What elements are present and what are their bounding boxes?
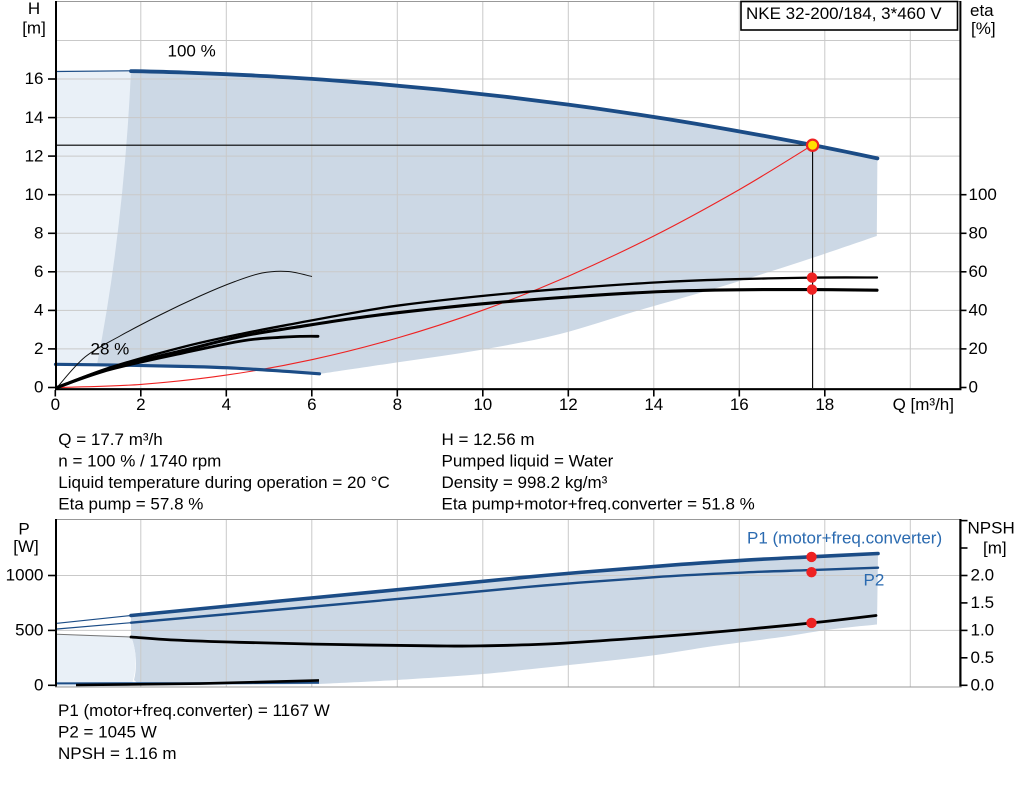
svg-text:500: 500 — [15, 621, 43, 640]
svg-text:4: 4 — [34, 301, 43, 320]
svg-text:2.0: 2.0 — [971, 566, 995, 585]
svg-text:100 %: 100 % — [168, 42, 216, 61]
svg-text:18: 18 — [815, 395, 834, 414]
svg-text:P2 = 1045 W: P2 = 1045 W — [58, 723, 157, 742]
svg-text:Q [m³/h]: Q [m³/h] — [893, 395, 954, 414]
svg-text:[m]: [m] — [22, 19, 46, 38]
svg-text:[m]: [m] — [983, 539, 1007, 558]
svg-text:6: 6 — [307, 395, 316, 414]
svg-text:NPSH: NPSH — [968, 518, 1015, 537]
svg-text:6: 6 — [34, 262, 43, 281]
svg-text:Eta pump = 57.8 %: Eta pump = 57.8 % — [58, 494, 203, 513]
svg-text:eta: eta — [970, 1, 994, 20]
svg-text:14: 14 — [25, 108, 44, 127]
svg-text:Pumped liquid = Water: Pumped liquid = Water — [442, 451, 614, 470]
svg-text:1.5: 1.5 — [971, 593, 995, 612]
svg-text:P2: P2 — [864, 571, 885, 590]
svg-text:16: 16 — [730, 395, 749, 414]
svg-text:Liquid temperature during oper: Liquid temperature during operation = 20… — [58, 473, 389, 492]
svg-text:0: 0 — [34, 378, 43, 397]
svg-text:H = 12.56 m: H = 12.56 m — [442, 430, 535, 449]
svg-text:0: 0 — [34, 676, 43, 695]
svg-text:0.5: 0.5 — [971, 648, 995, 667]
svg-text:P1 (motor+freq.converter) = 11: P1 (motor+freq.converter) = 1167 W — [58, 701, 330, 720]
svg-text:1.0: 1.0 — [971, 621, 995, 640]
svg-text:2: 2 — [136, 395, 145, 414]
svg-text:10: 10 — [473, 395, 492, 414]
svg-text:0.0: 0.0 — [971, 676, 995, 695]
svg-text:P: P — [18, 520, 29, 539]
svg-text:0: 0 — [969, 378, 978, 397]
svg-text:8: 8 — [393, 395, 402, 414]
svg-text:n = 100 % / 1740 rpm: n = 100 % / 1740 rpm — [58, 451, 221, 470]
svg-text:40: 40 — [969, 301, 988, 320]
svg-text:H: H — [28, 0, 40, 18]
svg-text:12: 12 — [25, 146, 44, 165]
svg-text:4: 4 — [222, 395, 231, 414]
svg-text:8: 8 — [34, 224, 43, 243]
svg-text:60: 60 — [969, 262, 988, 281]
svg-text:80: 80 — [969, 224, 988, 243]
svg-text:28 %: 28 % — [91, 340, 130, 359]
svg-text:Q = 17.7 m³/h: Q = 17.7 m³/h — [58, 430, 162, 449]
svg-text:NKE 32-200/184, 3*460 V: NKE 32-200/184, 3*460 V — [746, 4, 942, 23]
svg-text:P1 (motor+freq.converter): P1 (motor+freq.converter) — [747, 529, 942, 548]
svg-text:Density = 998.2 kg/m³: Density = 998.2 kg/m³ — [442, 473, 608, 492]
svg-text:[W]: [W] — [13, 537, 39, 556]
svg-text:14: 14 — [644, 395, 663, 414]
svg-text:16: 16 — [25, 69, 44, 88]
svg-text:[%]: [%] — [971, 19, 996, 38]
svg-text:Eta pump+motor+freq.converter: Eta pump+motor+freq.converter = 51.8 % — [442, 494, 755, 513]
svg-text:10: 10 — [25, 185, 44, 204]
svg-text:NPSH = 1.16 m: NPSH = 1.16 m — [58, 744, 177, 763]
svg-text:1000: 1000 — [6, 566, 44, 585]
svg-text:12: 12 — [559, 395, 578, 414]
svg-text:20: 20 — [969, 339, 988, 358]
svg-text:0: 0 — [51, 395, 60, 414]
svg-text:2: 2 — [34, 339, 43, 358]
svg-text:100: 100 — [969, 185, 997, 204]
